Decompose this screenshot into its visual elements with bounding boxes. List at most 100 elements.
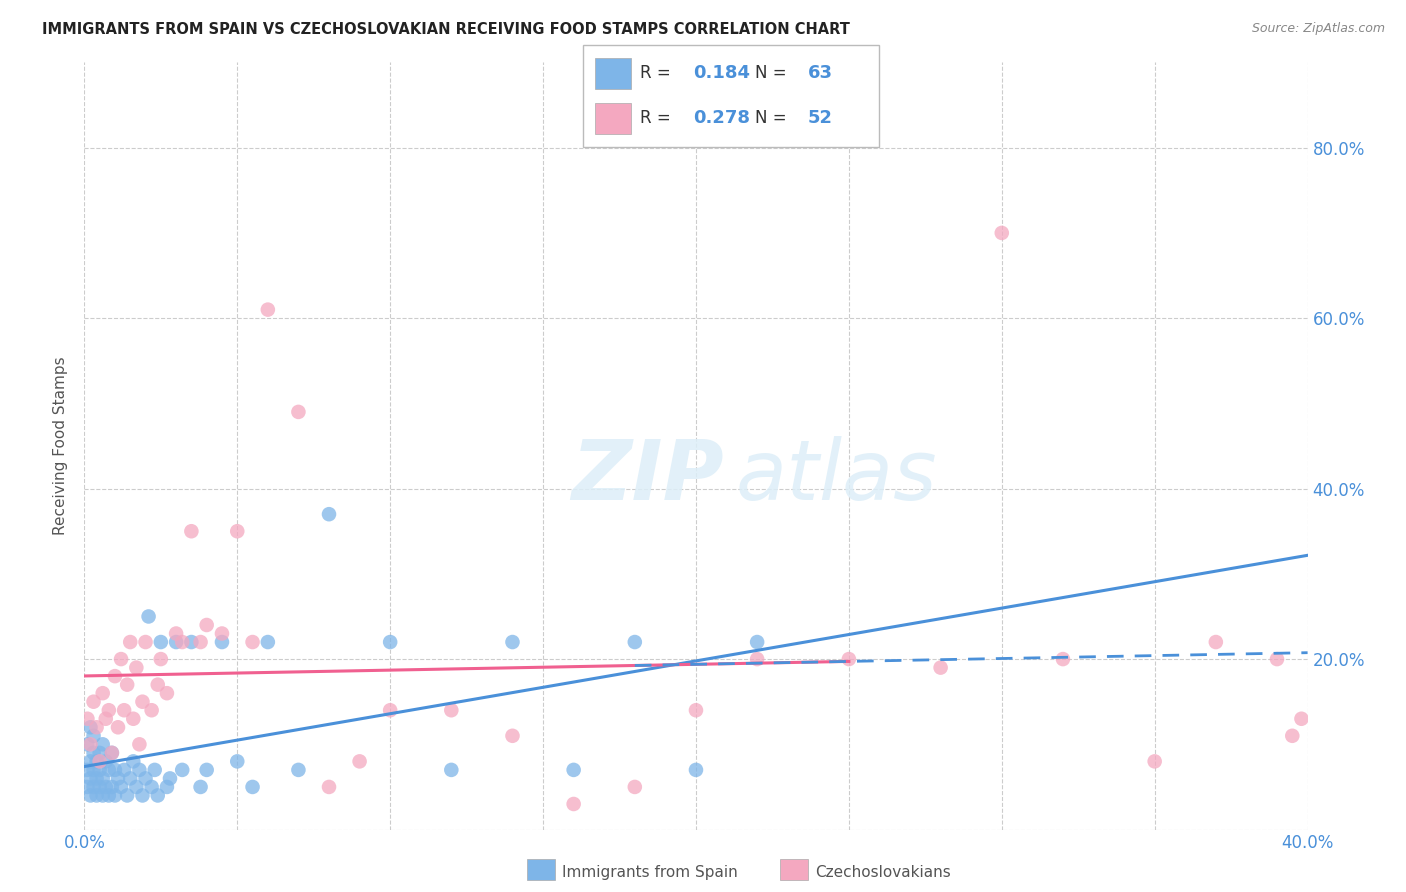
Point <box>94 755 117 769</box>
Point <box>83 763 105 777</box>
Point <box>79 720 101 734</box>
Point <box>318 507 340 521</box>
Point <box>180 524 202 539</box>
Point <box>76 763 98 777</box>
Point <box>91 737 114 751</box>
Point <box>562 797 585 811</box>
Point <box>97 763 120 777</box>
Point <box>1265 652 1288 666</box>
Point <box>79 755 101 769</box>
Point <box>380 635 402 649</box>
Point <box>141 703 163 717</box>
Point <box>502 729 524 743</box>
Point <box>89 780 111 794</box>
Point <box>101 780 124 794</box>
Point <box>104 789 127 803</box>
Point <box>149 652 172 666</box>
Point <box>1143 755 1166 769</box>
Point <box>104 669 127 683</box>
Point <box>685 763 707 777</box>
Point <box>156 780 179 794</box>
Point <box>79 737 101 751</box>
Text: N =: N = <box>755 110 792 128</box>
Point <box>165 635 187 649</box>
Point <box>91 789 114 803</box>
Point <box>107 772 129 786</box>
Point <box>257 302 280 317</box>
Text: 0.278: 0.278 <box>693 110 749 128</box>
Point <box>115 678 138 692</box>
Point <box>440 703 463 717</box>
Point <box>86 772 108 786</box>
Point <box>76 737 98 751</box>
Point <box>190 780 212 794</box>
Point <box>135 635 157 649</box>
Point <box>226 755 249 769</box>
Point <box>122 755 145 769</box>
Point <box>172 763 194 777</box>
Point <box>83 780 105 794</box>
Point <box>747 652 769 666</box>
Point <box>131 789 153 803</box>
Text: Immigrants from Spain: Immigrants from Spain <box>562 865 738 880</box>
Point <box>502 635 524 649</box>
Point <box>190 635 212 649</box>
Point <box>120 772 142 786</box>
Text: R =: R = <box>640 64 676 82</box>
Point <box>120 635 142 649</box>
Point <box>101 746 124 760</box>
Point <box>135 772 157 786</box>
Point <box>165 626 187 640</box>
Point <box>1281 729 1303 743</box>
Point <box>76 712 98 726</box>
Point <box>685 703 707 717</box>
Point <box>991 226 1014 240</box>
Text: IMMIGRANTS FROM SPAIN VS CZECHOSLOVAKIAN RECEIVING FOOD STAMPS CORRELATION CHART: IMMIGRANTS FROM SPAIN VS CZECHOSLOVAKIAN… <box>42 22 851 37</box>
Point <box>125 660 148 674</box>
Point <box>440 763 463 777</box>
Y-axis label: Receiving Food Stamps: Receiving Food Stamps <box>53 357 69 535</box>
Point <box>1291 712 1313 726</box>
Point <box>211 635 233 649</box>
Point <box>159 772 181 786</box>
Point <box>146 678 169 692</box>
Point <box>1052 652 1074 666</box>
Text: 63: 63 <box>808 64 832 82</box>
Text: atlas: atlas <box>735 436 938 517</box>
Point <box>79 789 101 803</box>
Point <box>110 780 132 794</box>
Point <box>128 763 150 777</box>
Point <box>110 652 132 666</box>
Point <box>76 780 98 794</box>
Point <box>104 763 127 777</box>
Text: 52: 52 <box>808 110 832 128</box>
Point <box>112 763 135 777</box>
Point <box>146 789 169 803</box>
Point <box>91 772 114 786</box>
Point <box>97 789 120 803</box>
Text: Czechoslovakians: Czechoslovakians <box>815 865 952 880</box>
Point <box>89 746 111 760</box>
Point <box>128 737 150 751</box>
Point <box>86 755 108 769</box>
Point <box>107 720 129 734</box>
Point <box>1205 635 1227 649</box>
Point <box>562 763 585 777</box>
Point <box>89 755 111 769</box>
Text: N =: N = <box>755 64 792 82</box>
Point <box>86 789 108 803</box>
Point <box>97 703 120 717</box>
Point <box>89 763 111 777</box>
Point <box>86 720 108 734</box>
Text: ZIP: ZIP <box>571 436 723 517</box>
Point <box>131 695 153 709</box>
Point <box>624 635 647 649</box>
Point <box>287 405 309 419</box>
Point <box>83 746 105 760</box>
Text: R =: R = <box>640 110 676 128</box>
Point <box>112 703 135 717</box>
Point <box>195 618 218 632</box>
Point <box>115 789 138 803</box>
Point <box>122 712 145 726</box>
Point <box>929 660 952 674</box>
